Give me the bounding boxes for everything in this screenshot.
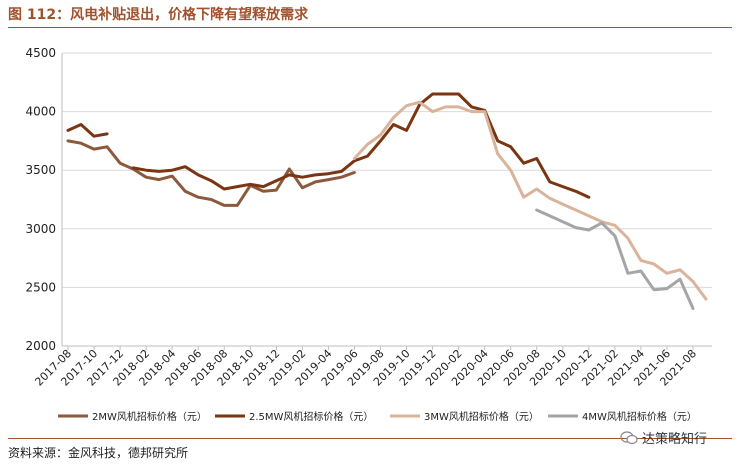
y-tick-label: 2500 — [25, 280, 56, 294]
series-line — [66, 123, 109, 138]
series-line — [535, 208, 695, 310]
watermark-text: 达策略知行 — [642, 432, 708, 447]
series-line — [131, 92, 591, 199]
watermark: 达策略知行 — [620, 428, 707, 447]
figure-title: 图 112：风电补贴退出，价格下降有望释放需求 — [8, 7, 309, 23]
series-line — [66, 139, 356, 207]
legend-label: 2.5MW风机招标价格（元） — [249, 410, 373, 423]
grid-lines — [62, 52, 712, 347]
y-tick-label: 3000 — [25, 222, 56, 236]
series-line — [352, 100, 708, 301]
series-lines — [66, 92, 708, 310]
y-tick-label: 4000 — [25, 105, 56, 119]
legend: 2MW风机招标价格（元） 2.5MW风机招标价格（元） 3MW风机招标价格（元） 4M… — [58, 410, 697, 423]
source-divider — [8, 438, 732, 439]
title-divider — [8, 27, 732, 28]
legend-label: 2MW风机招标价格（元） — [92, 410, 207, 423]
line-chart: 2000250030003500400045002017-082017-1020… — [25, 46, 712, 423]
y-tick-label: 4500 — [25, 46, 56, 60]
y-tick-label: 3500 — [25, 163, 56, 177]
wechat-icon — [620, 430, 638, 444]
legend-label: 4MW风机招标价格（元） — [582, 410, 697, 423]
axes: 2000250030003500400045002017-082017-1020… — [25, 46, 712, 389]
y-tick-label: 2000 — [25, 339, 56, 353]
legend-label: 3MW风机招标价格（元） — [424, 410, 539, 423]
source-note: 资料来源：金风科技，德邦研究所 — [8, 446, 189, 460]
